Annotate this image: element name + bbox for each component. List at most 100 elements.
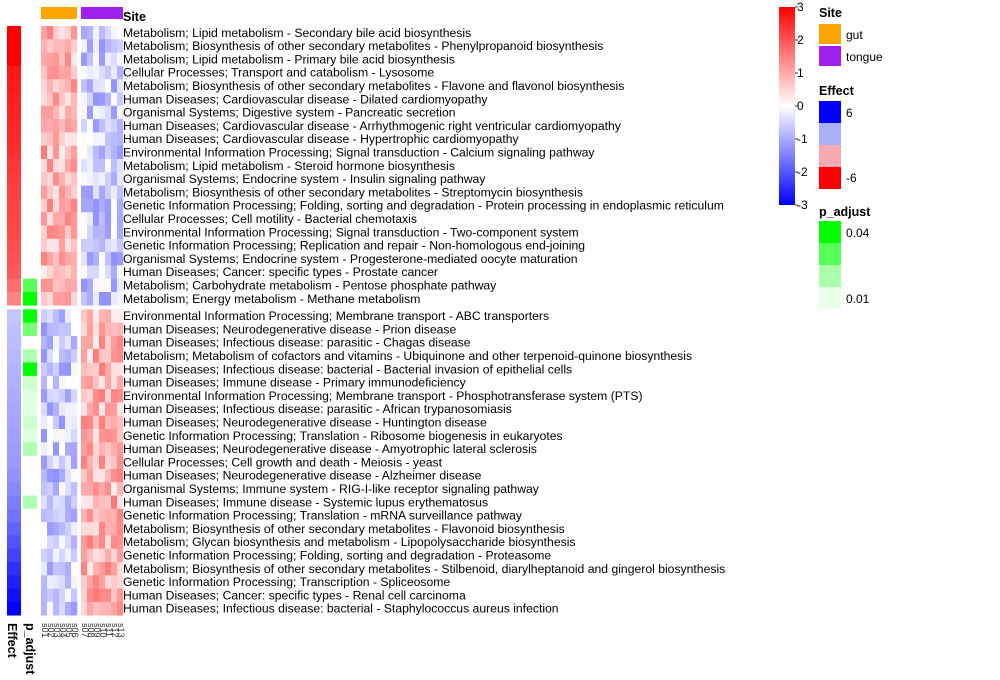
heatmap-cell <box>59 402 66 416</box>
heatmap-cell <box>53 198 60 213</box>
heatmap-cell <box>81 26 88 40</box>
heatmap-cell <box>59 601 66 616</box>
heatmap-cell <box>99 309 106 323</box>
heatmap-cell <box>117 198 124 213</box>
heatmap-cell <box>87 292 94 306</box>
heatmap-cell <box>41 119 48 133</box>
heatmap-cell <box>105 575 112 589</box>
heatmap-cell <box>81 65 88 80</box>
heatmap-cell <box>99 442 106 456</box>
heatmap-cell <box>65 26 72 40</box>
heatmap-cell <box>93 26 100 40</box>
heatmap-cell <box>41 429 48 443</box>
heatmap-cell <box>65 145 72 160</box>
heatmap-cell <box>81 389 88 403</box>
heatmap-cell <box>65 455 72 470</box>
heatmap-cell <box>117 495 124 510</box>
heatmap-cell <box>99 562 106 576</box>
heatmap-cell <box>87 252 94 266</box>
heatmap-cell <box>41 495 48 510</box>
effect-cell <box>7 79 21 93</box>
heatmap-cell <box>105 309 112 323</box>
heatmap-cell <box>93 185 100 200</box>
heatmap-cell <box>105 238 112 253</box>
heatmap-cell <box>71 535 78 549</box>
effect-cell <box>7 159 21 173</box>
heatmap-cell <box>71 105 78 120</box>
row-label: Human Diseases; Infectious disease: bact… <box>123 362 572 376</box>
heatmap-cell <box>111 212 118 226</box>
heatmap-cell <box>93 562 100 576</box>
heatmap-cell <box>111 65 118 80</box>
p-adjust-cell <box>23 172 37 186</box>
row-label: Environmental Information Processing; Me… <box>123 309 549 323</box>
heatmap-cell <box>117 508 124 523</box>
heatmap-cell <box>41 535 48 549</box>
effect-cell <box>7 212 21 226</box>
heatmap-cell <box>93 389 100 403</box>
heatmap-cell <box>117 172 124 186</box>
heatmap-cell <box>53 225 60 240</box>
heatmap-cell <box>93 265 100 279</box>
heatmap-cell <box>105 508 112 523</box>
heatmap-cell <box>53 92 60 107</box>
heatmap-cell <box>87 238 94 253</box>
effect-cell <box>7 415 21 430</box>
site-annotation-title: Site <box>123 10 146 24</box>
effect-cell <box>7 252 21 266</box>
heatmap-cell <box>87 52 94 67</box>
heatmap-cell <box>47 575 54 589</box>
heatmap-cell <box>81 278 88 293</box>
heatmap-cell <box>65 159 72 173</box>
heatmap-cell <box>47 65 54 80</box>
heatmap-cell <box>105 429 112 443</box>
heatmap-cell <box>87 119 94 133</box>
heatmap-cell <box>53 292 60 306</box>
heatmap-cell <box>41 335 48 350</box>
heatmap-cell <box>105 52 112 67</box>
heatmap-cell <box>47 225 54 240</box>
heatmap-cell <box>111 468 118 483</box>
effect-cell <box>7 26 21 40</box>
heatmap-cell <box>93 322 100 337</box>
p-adjust-cell <box>23 65 37 80</box>
heatmap-cell <box>93 92 100 107</box>
heatmap-cell <box>47 375 54 390</box>
heatmap-cell <box>65 252 72 266</box>
heatmap-cell <box>105 212 112 226</box>
heatmap-cell <box>111 79 118 93</box>
heatmap-cell <box>87 79 94 93</box>
heatmap-cell <box>87 468 94 483</box>
effect-legend-swatch <box>819 123 841 145</box>
heatmap-cell <box>53 159 60 173</box>
heatmap-cell <box>47 79 54 93</box>
p-adjust-cell <box>23 482 37 496</box>
heatmap-cell <box>81 79 88 93</box>
heatmap-cell <box>87 309 94 323</box>
heatmap-cell <box>59 495 66 510</box>
color-scale-tick: 1 <box>797 66 804 80</box>
color-scale-tick: 0 <box>797 99 804 113</box>
heatmap-cell <box>99 389 106 403</box>
heatmap-cell <box>41 225 48 240</box>
heatmap-cell <box>81 588 88 603</box>
heatmap-cell <box>41 185 48 200</box>
row-label: Human Diseases; Neurodegenerative diseas… <box>123 322 457 336</box>
heatmap-cell <box>99 588 106 603</box>
heatmap-cell <box>117 212 124 226</box>
heatmap-cell <box>47 238 54 253</box>
heatmap-cell <box>99 375 106 390</box>
row-label: Organismal Systems; Endocrine system - I… <box>123 172 486 186</box>
heatmap-cell <box>111 535 118 549</box>
heatmap-cell <box>105 375 112 390</box>
heatmap-cell <box>41 375 48 390</box>
heatmap-cell <box>99 278 106 293</box>
heatmap-cell <box>59 468 66 483</box>
effect-cell <box>7 278 21 293</box>
heatmap-cell <box>53 265 60 279</box>
heatmap-cell <box>87 482 94 496</box>
heatmap-cell <box>65 132 72 146</box>
heatmap-cell <box>93 132 100 146</box>
row-label: Genetic Information Processing; Folding,… <box>123 549 551 563</box>
heatmap-cell <box>93 309 100 323</box>
